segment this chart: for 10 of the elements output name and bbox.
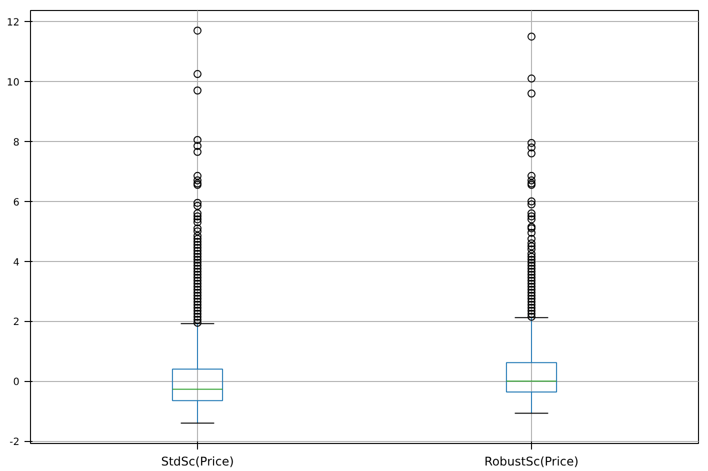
y-tick-label: -2 [10, 437, 20, 448]
x-tick-label: RobustSc(Price) [484, 454, 579, 468]
y-tick-label: 12 [6, 18, 20, 29]
y-tick-label: 0 [13, 377, 20, 388]
y-tick-label: 2 [13, 317, 20, 328]
y-tick-label: 4 [13, 257, 20, 268]
y-tick-label: 8 [13, 137, 20, 148]
y-tick-label: 6 [13, 197, 20, 208]
y-tick-label: 10 [6, 78, 20, 89]
x-tick-label: StdSc(Price) [161, 454, 234, 468]
